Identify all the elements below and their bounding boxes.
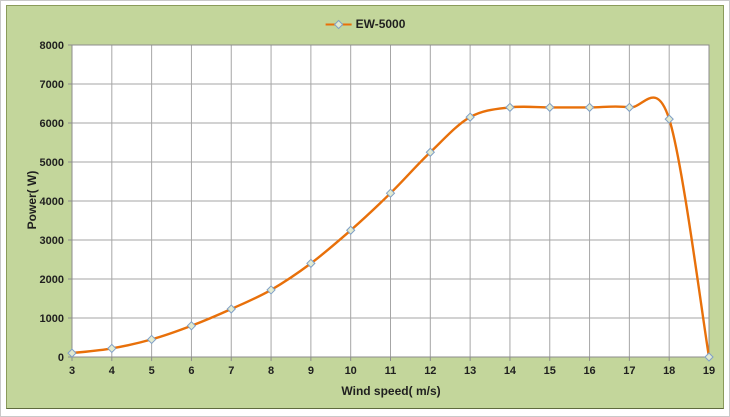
x-tick-label: 14 — [504, 365, 517, 377]
data-point-marker — [146, 334, 157, 345]
data-point-marker — [67, 348, 77, 358]
data-point-marker — [425, 147, 436, 157]
y-tick-label: 1000 — [40, 313, 64, 325]
data-point-marker — [345, 225, 356, 235]
x-axis-title: Wind speed( m/s) — [341, 384, 441, 398]
plot-area: 3 4 5 6 7 8 9 10 11 12 13 14 15 16 17 18 19 0 1000 2000 3000… — [40, 40, 716, 377]
x-tick-label: 4 — [109, 365, 116, 377]
x-tick-label: 8 — [268, 365, 274, 377]
data-point-marker — [584, 102, 595, 113]
data-point-marker — [624, 102, 635, 113]
legend: EW-5000 — [325, 16, 406, 33]
y-tick-label: 5000 — [40, 157, 64, 169]
y-tick-label: 4000 — [40, 196, 64, 208]
x-tick-label: 16 — [583, 365, 595, 377]
data-point-marker — [465, 112, 475, 122]
data-point-marker — [385, 188, 396, 198]
y-axis-title: Power( W) — [25, 170, 39, 230]
data-point-marker — [186, 321, 197, 331]
x-tick-label: 12 — [424, 365, 436, 377]
x-tick-label: 9 — [308, 365, 314, 377]
data-point-marker — [505, 102, 515, 113]
data-point-marker — [226, 304, 236, 314]
y-tick-label: 0 — [58, 352, 64, 364]
chart-frame: 3 4 5 6 7 8 9 10 11 12 13 14 15 16 17 18 19 0 1000 2000 3000… — [6, 5, 724, 409]
x-tick-label: 19 — [703, 365, 715, 377]
series-marker-icon — [325, 19, 352, 30]
y-tick-label: 3000 — [40, 235, 64, 247]
x-tick-label: 3 — [69, 365, 75, 377]
x-tick-label: 15 — [544, 365, 556, 377]
data-point-marker — [306, 258, 316, 269]
x-tick-label: 10 — [345, 365, 357, 377]
y-tick-label: 7000 — [40, 79, 64, 91]
data-point-marker — [704, 352, 714, 362]
y-tick-label: 8000 — [40, 40, 64, 52]
legend-label: EW-5000 — [355, 17, 406, 31]
x-tick-label: 5 — [149, 365, 155, 377]
y-tick-label: 2000 — [40, 274, 64, 286]
data-point-marker — [664, 114, 674, 124]
data-point-marker — [266, 285, 276, 295]
y-tick-label: 6000 — [40, 118, 64, 130]
x-tick-label: 17 — [623, 365, 635, 377]
x-tick-label: 11 — [385, 365, 397, 377]
x-tick-label: 13 — [464, 365, 476, 377]
x-tick-label: 7 — [228, 365, 234, 377]
data-point-marker — [107, 343, 117, 354]
x-tick-label: 18 — [663, 365, 675, 377]
x-tick-label: 6 — [188, 365, 194, 377]
data-point-marker — [545, 102, 555, 113]
